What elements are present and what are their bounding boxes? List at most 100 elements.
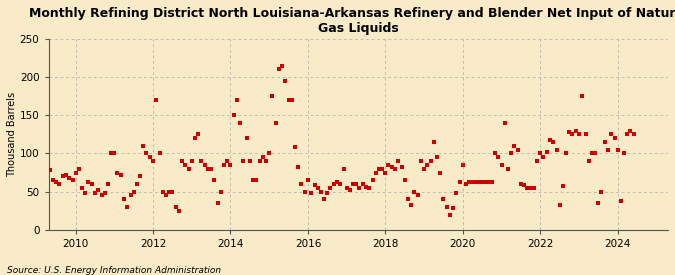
Point: [518, 183, 529, 188]
Point: [583, 159, 594, 163]
Point: [331, 180, 342, 185]
Point: [196, 159, 207, 163]
Point: [451, 191, 462, 195]
Point: [235, 121, 246, 125]
Point: [180, 163, 190, 167]
Point: [329, 182, 340, 186]
Point: [574, 132, 585, 136]
Point: [293, 165, 304, 169]
Point: [61, 173, 72, 177]
Point: [529, 186, 539, 190]
Title: Monthly Refining District North Louisiana-Arkansas Refinery and Blender Net Inpu: Monthly Refining District North Louisian…: [29, 7, 675, 35]
Point: [193, 132, 204, 136]
Point: [371, 170, 381, 175]
Point: [96, 193, 107, 198]
Point: [277, 64, 288, 68]
Point: [616, 199, 626, 203]
Point: [480, 180, 491, 185]
Point: [393, 159, 404, 163]
Point: [242, 136, 252, 140]
Point: [34, 145, 45, 150]
Point: [209, 178, 219, 182]
Point: [496, 163, 507, 167]
Point: [564, 130, 574, 134]
Point: [425, 159, 436, 163]
Point: [141, 151, 152, 156]
Point: [493, 155, 504, 160]
Point: [570, 128, 581, 133]
Point: [590, 151, 601, 156]
Point: [54, 182, 65, 186]
Point: [538, 155, 549, 160]
Point: [344, 188, 355, 192]
Point: [315, 189, 326, 194]
Point: [215, 189, 226, 194]
Point: [238, 159, 248, 163]
Point: [167, 189, 178, 194]
Point: [244, 159, 255, 163]
Point: [603, 147, 614, 152]
Point: [63, 176, 74, 180]
Point: [599, 140, 610, 144]
Point: [290, 145, 300, 150]
Point: [273, 67, 284, 72]
Point: [506, 151, 516, 156]
Point: [122, 205, 132, 209]
Point: [500, 121, 510, 125]
Point: [83, 180, 94, 185]
Point: [605, 132, 616, 136]
Point: [561, 151, 572, 156]
Point: [213, 201, 223, 205]
Y-axis label: Thousand Barrels: Thousand Barrels: [7, 92, 17, 177]
Point: [489, 151, 500, 156]
Point: [151, 98, 161, 102]
Point: [177, 159, 188, 163]
Point: [202, 166, 213, 171]
Point: [106, 151, 117, 156]
Point: [232, 98, 242, 102]
Point: [103, 182, 113, 186]
Point: [119, 197, 130, 201]
Point: [387, 165, 398, 169]
Point: [422, 163, 433, 167]
Point: [251, 178, 262, 182]
Point: [416, 159, 427, 163]
Point: [503, 166, 514, 171]
Point: [51, 180, 61, 185]
Point: [558, 184, 568, 188]
Point: [248, 178, 259, 182]
Point: [313, 186, 323, 190]
Point: [567, 132, 578, 136]
Point: [261, 159, 271, 163]
Point: [412, 193, 423, 198]
Point: [545, 138, 556, 142]
Point: [184, 166, 194, 171]
Point: [474, 180, 485, 185]
Point: [286, 98, 297, 102]
Point: [367, 178, 378, 182]
Point: [92, 188, 103, 192]
Point: [342, 186, 352, 190]
Point: [164, 189, 175, 194]
Point: [254, 159, 265, 163]
Point: [364, 186, 375, 190]
Point: [222, 159, 233, 163]
Point: [429, 140, 439, 144]
Point: [535, 151, 545, 156]
Point: [396, 165, 407, 169]
Point: [477, 180, 487, 185]
Point: [338, 166, 349, 171]
Point: [612, 147, 623, 152]
Point: [228, 113, 239, 117]
Point: [483, 180, 494, 185]
Point: [132, 182, 142, 186]
Point: [190, 136, 200, 140]
Point: [406, 203, 416, 208]
Point: [322, 191, 333, 195]
Point: [389, 166, 400, 171]
Point: [351, 182, 362, 186]
Point: [144, 155, 155, 160]
Point: [148, 159, 159, 163]
Point: [610, 136, 620, 140]
Point: [264, 151, 275, 156]
